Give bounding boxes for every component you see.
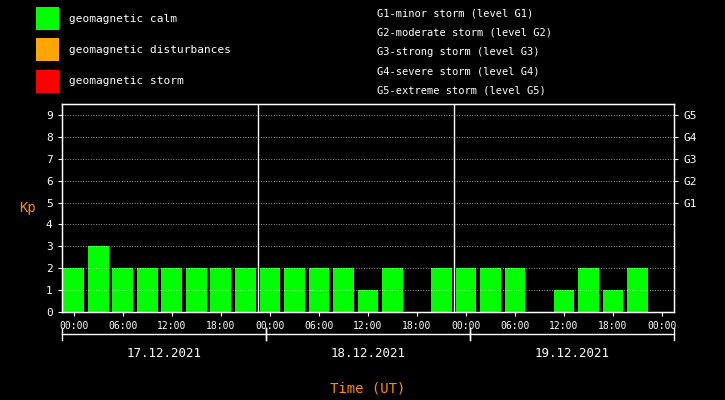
Bar xyxy=(112,268,133,312)
Bar xyxy=(578,268,599,312)
Text: geomagnetic calm: geomagnetic calm xyxy=(69,14,177,24)
Bar xyxy=(554,290,574,312)
Bar xyxy=(309,268,329,312)
Text: G3-strong storm (level G3): G3-strong storm (level G3) xyxy=(377,47,539,57)
Bar xyxy=(455,268,476,312)
Bar xyxy=(382,268,403,312)
Bar xyxy=(357,290,378,312)
Text: geomagnetic disturbances: geomagnetic disturbances xyxy=(69,45,231,55)
Bar xyxy=(235,268,256,312)
Bar xyxy=(431,268,452,312)
Bar xyxy=(505,268,526,312)
Bar xyxy=(210,268,231,312)
Bar xyxy=(64,268,84,312)
FancyBboxPatch shape xyxy=(36,70,59,92)
Text: G2-moderate storm (level G2): G2-moderate storm (level G2) xyxy=(377,28,552,38)
Text: 18.12.2021: 18.12.2021 xyxy=(331,347,405,360)
Text: G5-extreme storm (level G5): G5-extreme storm (level G5) xyxy=(377,85,546,95)
Text: G4-severe storm (level G4): G4-severe storm (level G4) xyxy=(377,66,539,76)
Text: geomagnetic storm: geomagnetic storm xyxy=(69,76,183,86)
Text: 17.12.2021: 17.12.2021 xyxy=(126,347,202,360)
Bar xyxy=(162,268,182,312)
Text: Kp: Kp xyxy=(20,201,36,215)
FancyBboxPatch shape xyxy=(36,7,59,30)
Bar xyxy=(88,246,109,312)
Text: G1-minor storm (level G1): G1-minor storm (level G1) xyxy=(377,8,534,18)
Bar xyxy=(627,268,648,312)
Bar xyxy=(480,268,501,312)
Bar xyxy=(333,268,354,312)
Bar xyxy=(260,268,281,312)
Bar xyxy=(137,268,158,312)
Bar xyxy=(602,290,624,312)
Text: Time (UT): Time (UT) xyxy=(331,382,405,396)
Bar xyxy=(284,268,304,312)
Bar xyxy=(186,268,207,312)
Text: 19.12.2021: 19.12.2021 xyxy=(534,347,610,360)
FancyBboxPatch shape xyxy=(36,38,59,61)
